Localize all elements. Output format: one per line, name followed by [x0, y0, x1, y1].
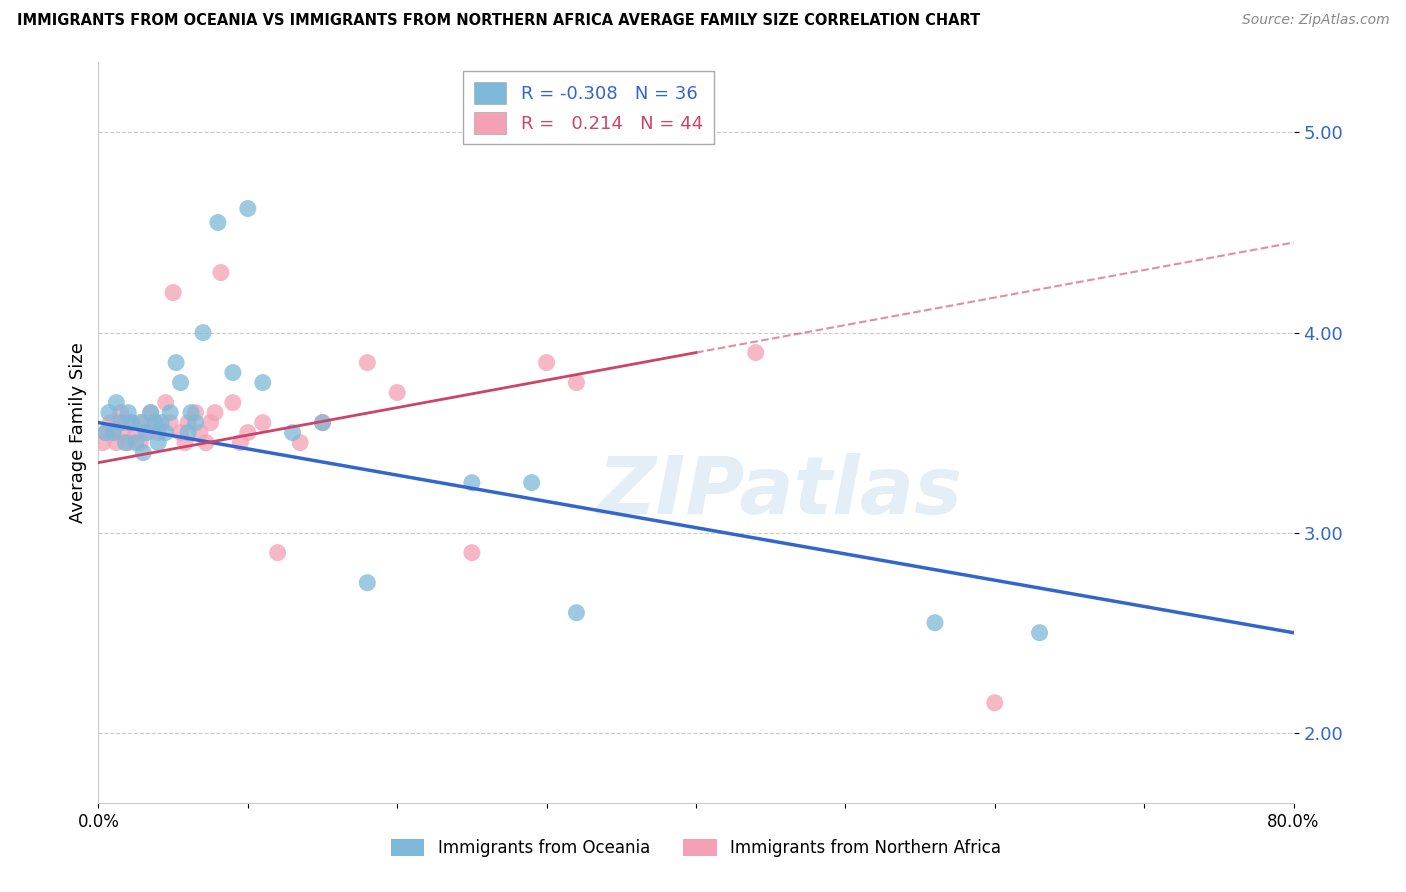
Point: [135, 425, 157, 440]
Point: [110, 416, 132, 430]
Y-axis label: Average Family Size: Average Family Size: [69, 343, 87, 523]
Point: [288, 435, 311, 450]
Point: [209, 266, 232, 280]
Point: [222, 395, 245, 409]
Point: [565, 606, 588, 620]
Point: [984, 696, 1007, 710]
Point: [184, 416, 207, 430]
Point: [169, 425, 191, 440]
Legend: Immigrants from Oceania, Immigrants from Northern Africa: Immigrants from Oceania, Immigrants from…: [391, 839, 1001, 857]
Point: [94, 425, 117, 440]
Point: [520, 475, 543, 490]
Point: [356, 355, 378, 369]
Text: IMMIGRANTS FROM OCEANIA VS IMMIGRANTS FROM NORTHERN AFRICA AVERAGE FAMILY SIZE C: IMMIGRANTS FROM OCEANIA VS IMMIGRANTS FR…: [17, 13, 980, 29]
Point: [111, 425, 134, 440]
Point: [97, 406, 120, 420]
Point: [191, 326, 214, 340]
Point: [165, 355, 187, 369]
Point: [159, 406, 181, 420]
Point: [129, 416, 152, 430]
Point: [103, 425, 125, 440]
Point: [94, 425, 117, 440]
Point: [536, 355, 558, 369]
Point: [105, 435, 128, 450]
Point: [132, 445, 155, 459]
Point: [252, 376, 274, 390]
Point: [311, 416, 333, 430]
Point: [177, 416, 200, 430]
Point: [924, 615, 946, 630]
Point: [252, 416, 274, 430]
Point: [356, 575, 378, 590]
Point: [139, 406, 162, 420]
Point: [105, 395, 128, 409]
Point: [1028, 625, 1050, 640]
Point: [120, 416, 142, 430]
Point: [155, 395, 177, 409]
Point: [135, 425, 157, 440]
Point: [184, 406, 207, 420]
Point: [207, 215, 229, 229]
Point: [174, 435, 197, 450]
Point: [159, 416, 181, 430]
Point: [132, 416, 155, 430]
Point: [148, 435, 170, 450]
Point: [91, 435, 114, 450]
Point: [110, 406, 132, 420]
Point: [385, 385, 409, 400]
Point: [98, 416, 122, 430]
Point: [311, 416, 333, 430]
Point: [204, 406, 226, 420]
Text: Source: ZipAtlas.com: Source: ZipAtlas.com: [1241, 13, 1389, 28]
Text: ZIPatlas: ZIPatlas: [598, 453, 962, 531]
Point: [139, 406, 162, 420]
Point: [236, 202, 259, 216]
Point: [222, 366, 245, 380]
Point: [565, 376, 588, 390]
Point: [114, 435, 136, 450]
Point: [143, 416, 166, 430]
Point: [169, 376, 191, 390]
Point: [200, 416, 222, 430]
Point: [188, 425, 211, 440]
Point: [155, 425, 177, 440]
Point: [103, 425, 125, 440]
Point: [745, 345, 768, 359]
Point: [236, 425, 259, 440]
Point: [281, 425, 304, 440]
Point: [107, 416, 129, 430]
Point: [114, 416, 136, 430]
Point: [117, 435, 139, 450]
Point: [150, 416, 173, 430]
Point: [148, 425, 170, 440]
Point: [180, 406, 202, 420]
Point: [177, 425, 200, 440]
Point: [129, 435, 152, 450]
Point: [117, 406, 139, 420]
Point: [195, 435, 218, 450]
Point: [143, 416, 166, 430]
Point: [229, 435, 252, 450]
Point: [162, 285, 184, 300]
Point: [461, 475, 484, 490]
Point: [125, 425, 148, 440]
Point: [267, 546, 290, 560]
Point: [120, 416, 142, 430]
Point: [125, 435, 148, 450]
Point: [461, 546, 484, 560]
